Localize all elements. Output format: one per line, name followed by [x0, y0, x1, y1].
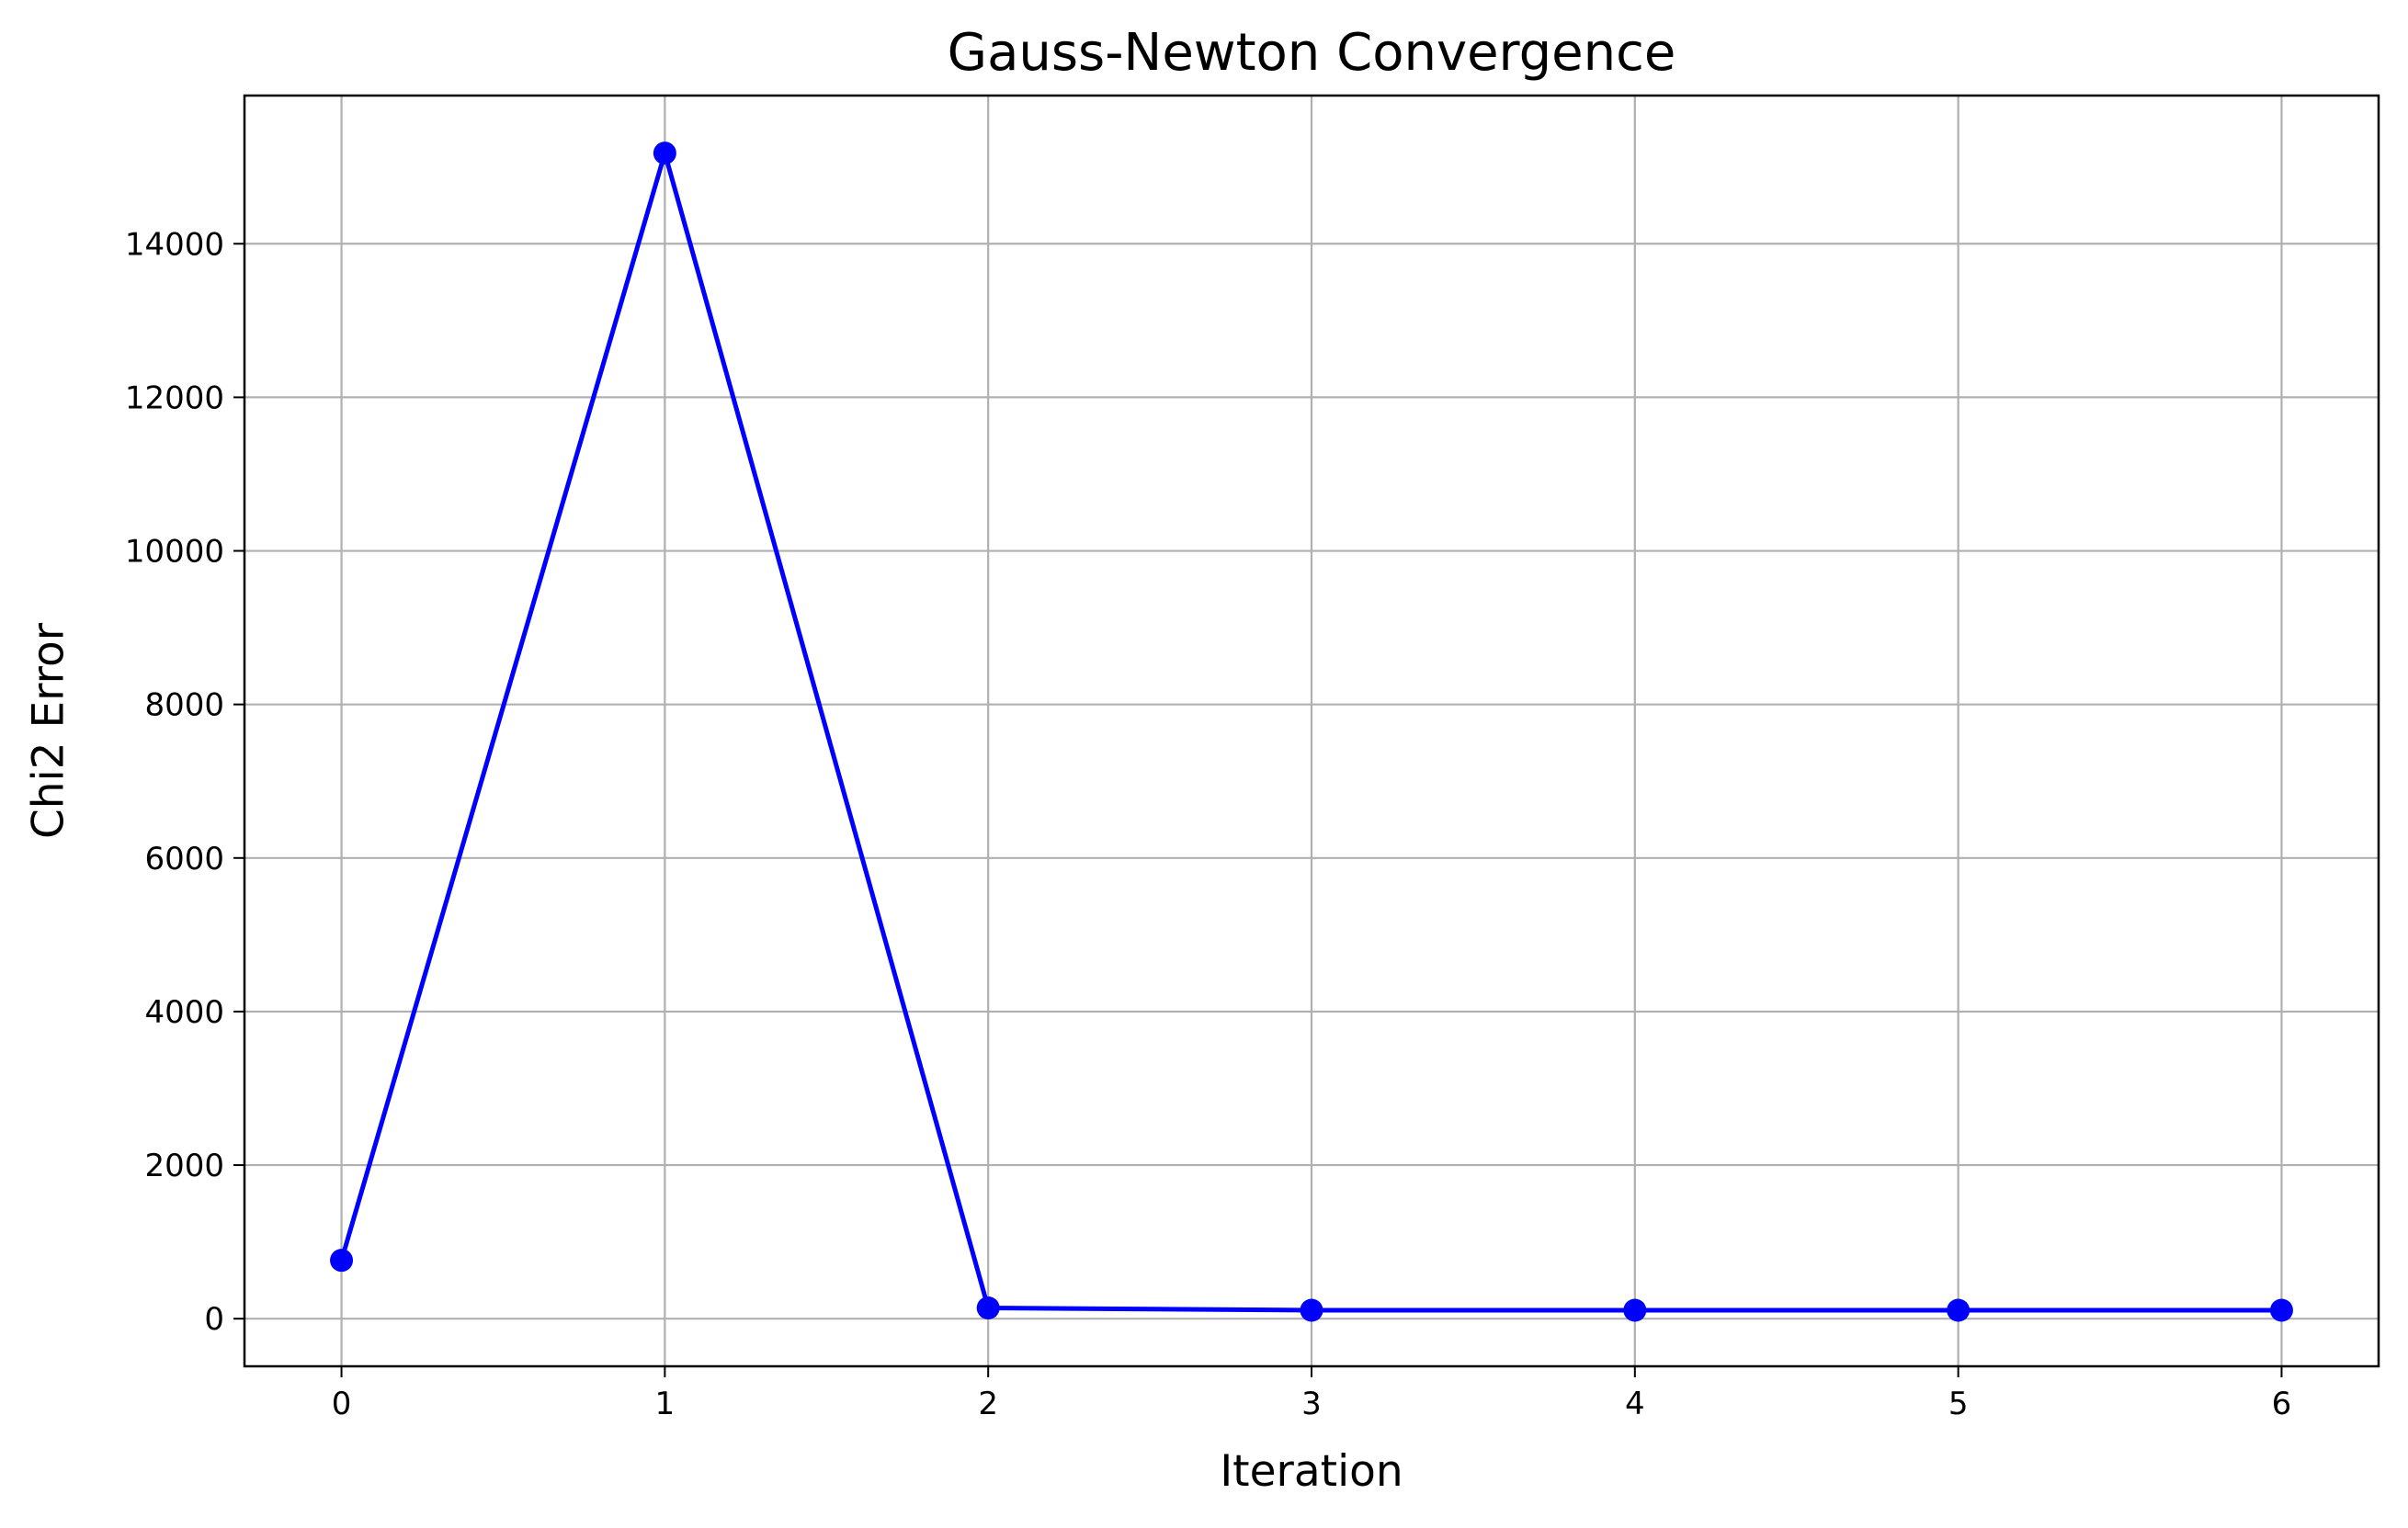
series-layer	[330, 141, 2293, 1322]
data-point	[976, 1296, 1000, 1319]
data-point	[1947, 1298, 1971, 1322]
x-tick-label: 6	[2272, 1386, 2292, 1422]
data-point	[1300, 1298, 1323, 1322]
data-point	[330, 1249, 354, 1273]
grid	[244, 96, 2379, 1366]
x-tick-label: 3	[1301, 1386, 1322, 1422]
x-tick-label: 1	[655, 1386, 676, 1422]
ticks: 0 1 2 3 4 5 6 0 2000 4000 6000 8000 10000 12000 14000	[125, 226, 2291, 1422]
y-axis-label: Chi2 Error	[24, 622, 74, 839]
y-tick-label: 0	[204, 1301, 224, 1338]
y-tick-label: 10000	[125, 534, 224, 571]
y-tick-label: 12000	[125, 379, 224, 416]
data-point	[1623, 1298, 1647, 1322]
x-tick-label: 0	[332, 1386, 352, 1422]
y-tick-label: 6000	[144, 841, 224, 877]
data-point	[2269, 1298, 2293, 1322]
chart-title: Gauss-Newton Convergence	[948, 23, 1676, 83]
x-tick-label: 5	[1948, 1386, 1969, 1422]
y-tick-label: 14000	[125, 226, 224, 263]
y-tick-label: 2000	[144, 1148, 224, 1184]
x-axis-label: Iteration	[1220, 1446, 1403, 1497]
x-tick-label: 4	[1625, 1386, 1645, 1422]
y-tick-label: 8000	[144, 687, 224, 724]
x-tick-label: 2	[978, 1386, 998, 1422]
data-point	[653, 141, 676, 165]
y-tick-label: 4000	[144, 994, 224, 1031]
